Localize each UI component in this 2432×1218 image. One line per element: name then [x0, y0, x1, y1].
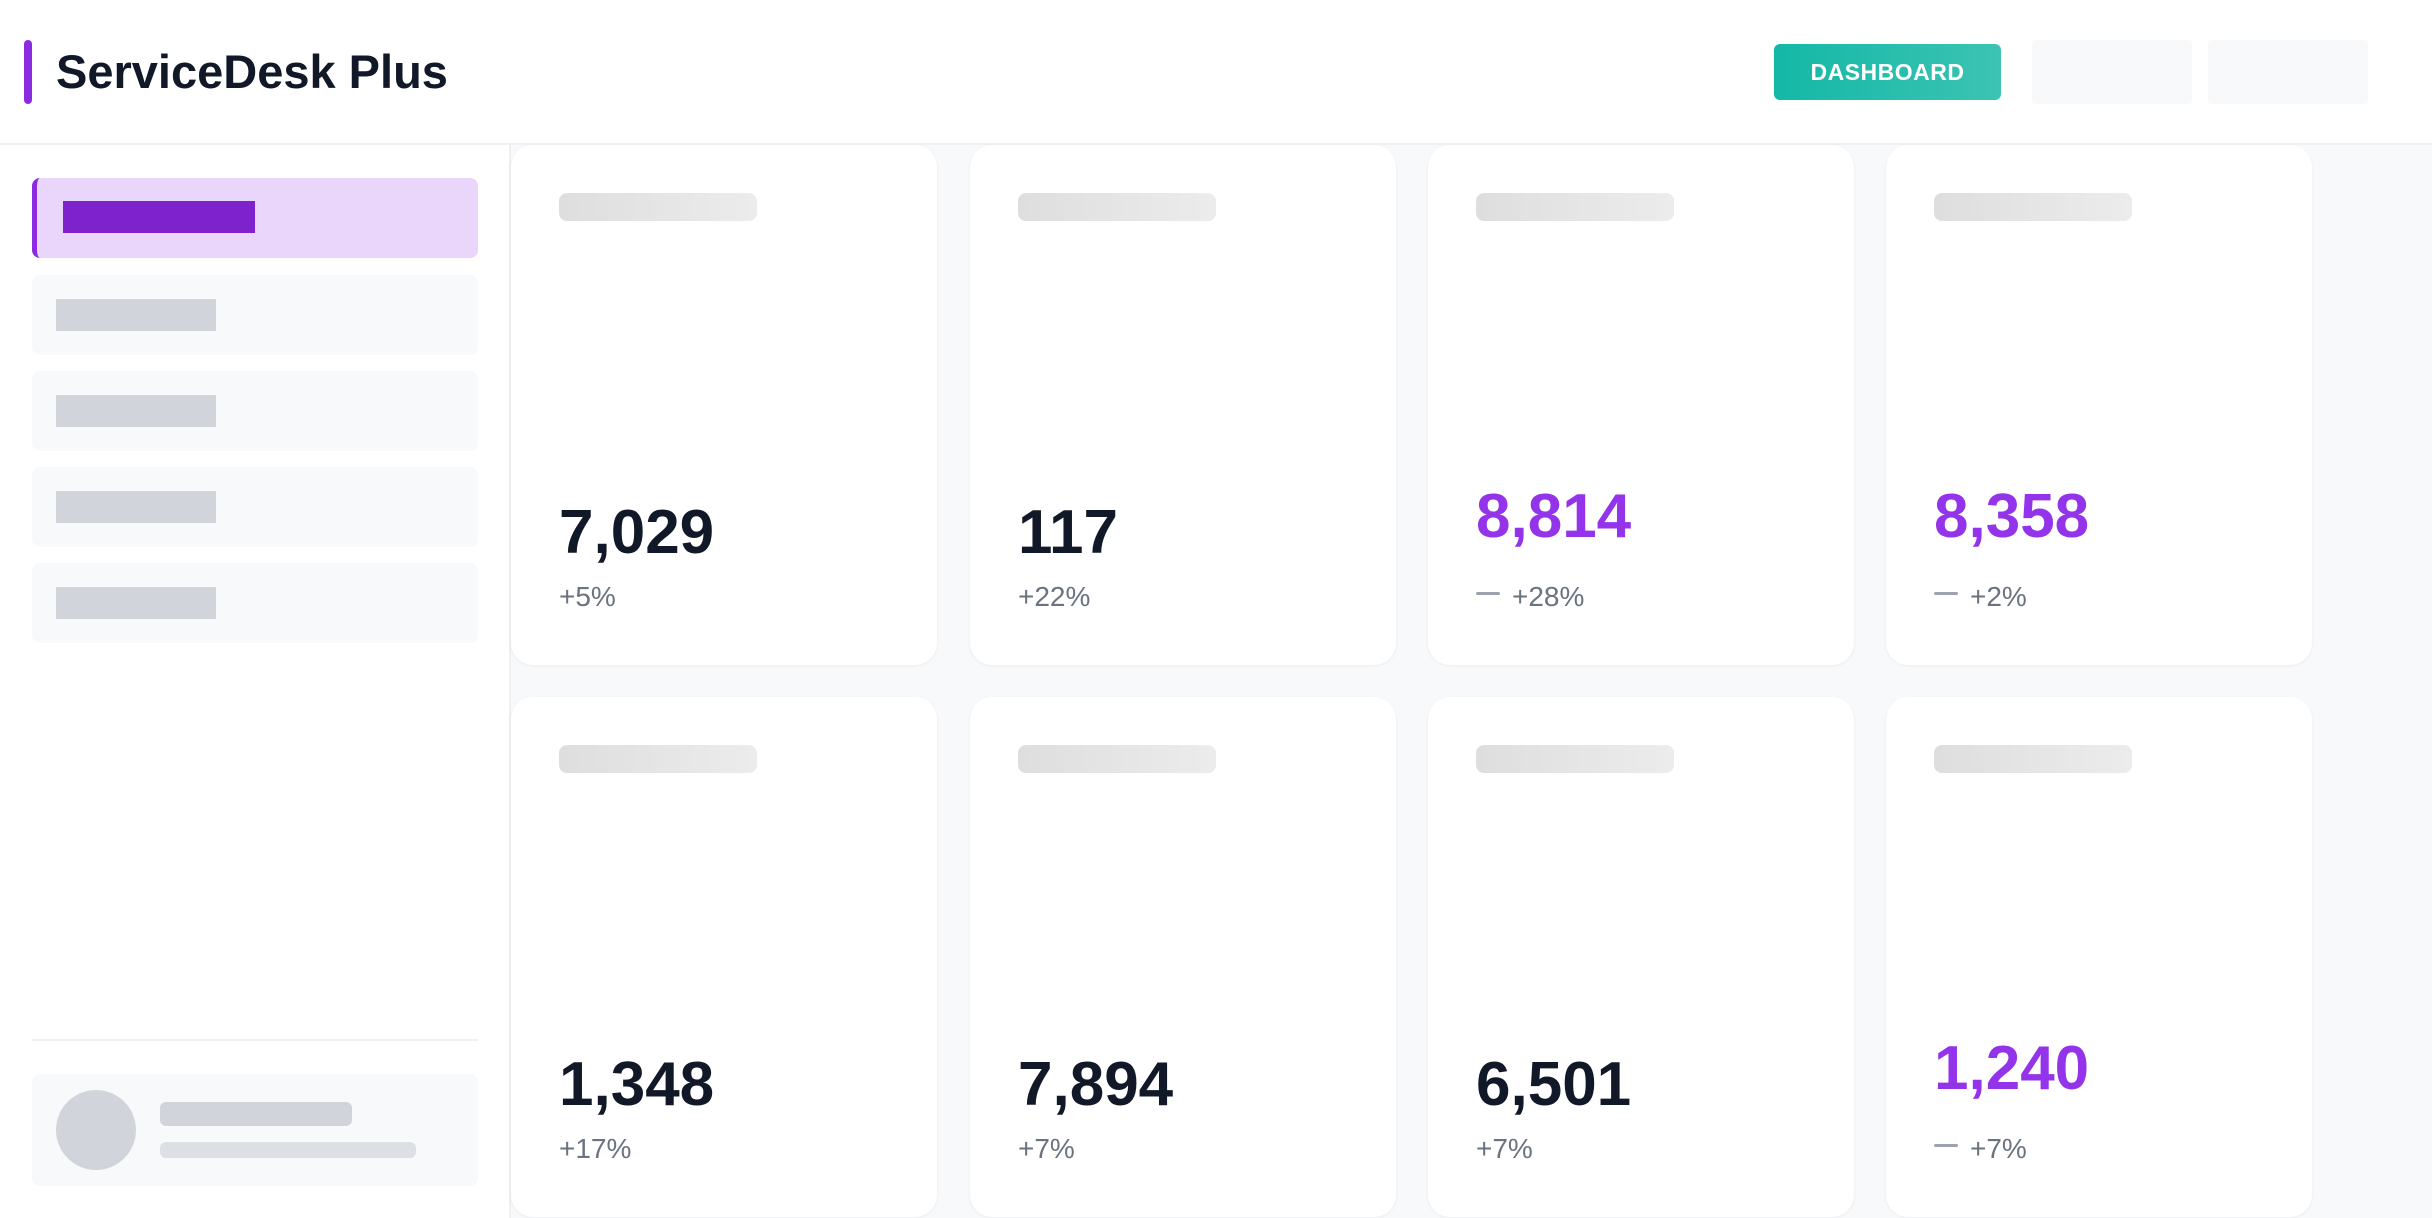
main-content: 7,029 +5% 117 +22% 8,814 +28% 8,358 +2% …: [511, 145, 2432, 1218]
sidebar-item[interactable]: [32, 275, 478, 355]
sidebar-item-label-placeholder: [63, 201, 255, 233]
card-title-placeholder: [1476, 745, 1674, 773]
avatar: [56, 1090, 136, 1170]
dash-icon: [1934, 1143, 1958, 1147]
metric-value: 7,894: [1018, 1050, 1174, 1119]
metric-value: 1,240: [1934, 1034, 2090, 1103]
header-action-placeholder[interactable]: [2208, 40, 2368, 104]
metric-card-highlighted[interactable]: 8,814 +28%: [1428, 145, 1854, 665]
card-title-placeholder: [1476, 193, 1674, 221]
card-title-placeholder: [1934, 745, 2132, 773]
metric-change-text: +17%: [559, 1133, 632, 1164]
metric-change: +28%: [1476, 581, 1584, 613]
sidebar-item[interactable]: [32, 563, 478, 643]
metric-change-text: +7%: [1970, 1133, 2027, 1164]
metric-change: +5%: [559, 581, 616, 613]
metric-change: +7%: [1018, 1133, 1075, 1165]
metric-change: +7%: [1934, 1133, 2027, 1165]
metric-card-highlighted[interactable]: 8,358 +2%: [1886, 145, 2312, 665]
sidebar-item[interactable]: [32, 467, 478, 547]
metric-change: +7%: [1476, 1133, 1533, 1165]
card-title-placeholder: [1018, 745, 1216, 773]
card-title-placeholder: [559, 745, 757, 773]
dashboard-button[interactable]: DASHBOARD: [1774, 44, 2001, 100]
metric-change-text: +2%: [1970, 581, 2027, 612]
metric-change: +2%: [1934, 581, 2027, 613]
metric-card[interactable]: 7,029 +5%: [511, 145, 937, 665]
metric-value: 117: [1018, 498, 1119, 567]
user-name-placeholder: [160, 1102, 352, 1126]
sidebar-item-label-placeholder: [56, 491, 216, 523]
sidebar-item-label-placeholder: [56, 395, 216, 427]
metric-change: +17%: [559, 1133, 631, 1165]
metric-card-highlighted[interactable]: 1,240 +7%: [1886, 697, 2312, 1217]
metric-change-text: +28%: [1512, 581, 1585, 612]
metric-card[interactable]: 6,501 +7%: [1428, 697, 1854, 1217]
metric-card[interactable]: 7,894 +7%: [970, 697, 1396, 1217]
metric-value: 6,501: [1476, 1050, 1632, 1119]
metric-card[interactable]: 1,348 +17%: [511, 697, 937, 1217]
app-title: ServiceDesk Plus: [56, 45, 448, 98]
metric-change: +22%: [1018, 581, 1090, 613]
card-title-placeholder: [1934, 193, 2132, 221]
metric-card[interactable]: 117 +22%: [970, 145, 1396, 665]
dash-icon: [1476, 591, 1500, 595]
top-header: ServiceDesk Plus DASHBOARD: [0, 0, 2432, 145]
metric-value: 7,029: [559, 498, 715, 567]
metric-value: 1,348: [559, 1050, 715, 1119]
metric-value: 8,814: [1476, 482, 1632, 551]
sidebar-item-label-placeholder: [56, 587, 216, 619]
metric-change-text: +7%: [1018, 1133, 1075, 1164]
user-profile-card[interactable]: [32, 1074, 478, 1186]
sidebar-item-label-placeholder: [56, 299, 216, 331]
metric-change-text: +7%: [1476, 1133, 1533, 1164]
sidebar-item-active[interactable]: [32, 178, 478, 258]
sidebar-item[interactable]: [32, 371, 478, 451]
user-subtitle-placeholder: [160, 1142, 416, 1158]
card-title-placeholder: [559, 193, 757, 221]
header-action-placeholder[interactable]: [2032, 40, 2192, 104]
dash-icon: [1934, 591, 1958, 595]
sidebar: [0, 145, 511, 1218]
sidebar-divider: [32, 1039, 478, 1041]
metric-change-text: +22%: [1018, 581, 1091, 612]
metric-change-text: +5%: [559, 581, 616, 612]
brand-accent-bar: [24, 40, 32, 104]
metric-value: 8,358: [1934, 482, 2090, 551]
card-title-placeholder: [1018, 193, 1216, 221]
